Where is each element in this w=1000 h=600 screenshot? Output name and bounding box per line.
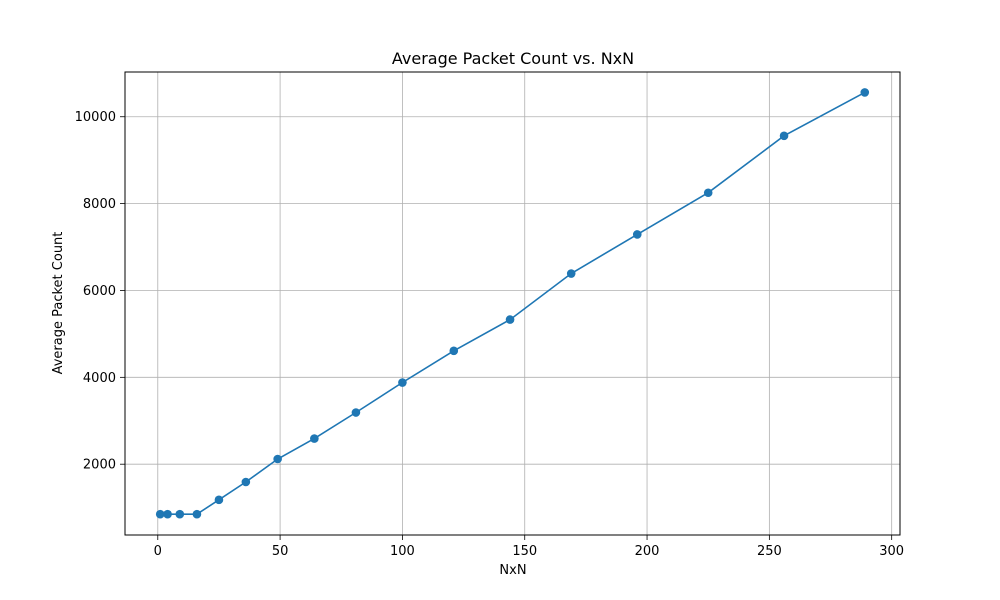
data-point — [566, 269, 576, 278]
x-tick-label: 100 — [390, 544, 415, 559]
data-point — [398, 378, 407, 387]
x-tick-label: 200 — [635, 544, 660, 559]
x-tick-label: 50 — [272, 544, 289, 559]
data-point — [214, 495, 224, 505]
x-tick-label: 0 — [154, 544, 162, 559]
chart-title: Average Packet Count vs. NxN — [392, 49, 634, 68]
data-point — [241, 477, 251, 487]
x-tick-label: 150 — [512, 544, 537, 559]
data-point — [175, 509, 185, 519]
data-point — [273, 454, 282, 464]
data-point — [505, 315, 515, 324]
x-tick-label: 300 — [879, 544, 904, 559]
plot-frame — [124, 71, 901, 536]
data-point — [860, 88, 870, 97]
grid — [125, 72, 900, 535]
data-point — [192, 509, 202, 519]
data-point — [351, 408, 361, 417]
data-point — [703, 188, 713, 198]
x-axis-label: NxN — [499, 563, 526, 578]
y-tick-label: 10000 — [75, 110, 116, 125]
y-tick-label: 4000 — [83, 371, 116, 386]
data-point — [155, 509, 165, 519]
y-tick-label: 8000 — [83, 197, 116, 212]
x-tick-label: 250 — [757, 544, 782, 559]
y-axis-label: Average Packet Count — [51, 232, 66, 375]
data-point — [449, 346, 459, 356]
data-point — [779, 131, 789, 141]
ticks: 0 50 100 150 200 250 300 2000 4000 6000 8000 10000 — [75, 110, 904, 559]
data-point — [310, 434, 319, 443]
data-point — [632, 230, 642, 239]
series-layer — [155, 88, 870, 519]
data-point — [163, 509, 172, 519]
y-tick-label: 6000 — [83, 284, 116, 299]
y-tick-label: 2000 — [83, 458, 116, 473]
